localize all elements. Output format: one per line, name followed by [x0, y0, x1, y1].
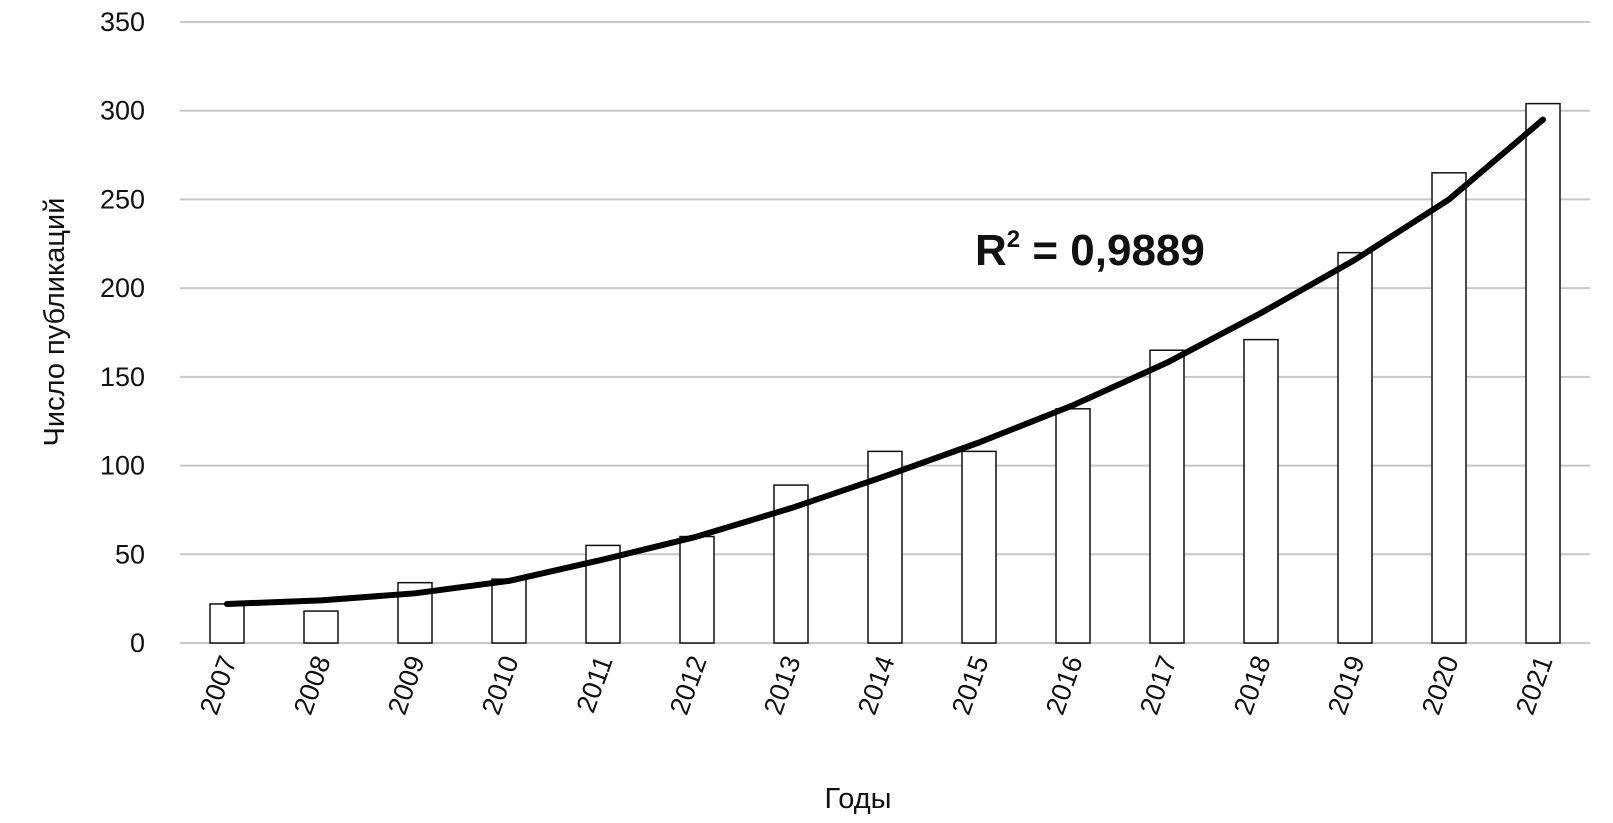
x-tick-label-2007: 2007 [194, 652, 243, 719]
x-tick-label-2014: 2014 [852, 652, 901, 719]
y-tick-label-150: 150 [100, 362, 145, 392]
bars [209, 102, 1561, 644]
bar-2014 [867, 450, 903, 644]
x-tick-label-2018: 2018 [1228, 652, 1277, 719]
x-tick-label-2011: 2011 [571, 652, 619, 717]
bar-2017 [1149, 349, 1185, 644]
x-tick-label-2016: 2016 [1040, 652, 1089, 719]
bar-2008 [303, 610, 339, 644]
y-tick-label-300: 300 [100, 96, 145, 126]
y-axis-ticks: 0 50 100 150 200 250 300 350 [100, 7, 145, 658]
x-tick-label-2019: 2019 [1322, 652, 1371, 719]
x-axis-ticks: 2007 2008 2009 2010 2011 2012 2013 2014 2015 2016… [194, 652, 1559, 719]
bar-2019 [1337, 251, 1373, 644]
y-tick-label-250: 250 [100, 184, 145, 214]
x-tick-label-2012: 2012 [664, 652, 713, 719]
r-squared-value: = 0,9889 [1020, 226, 1205, 275]
x-tick-label-2021: 2021 [1510, 652, 1559, 719]
x-tick-label-2010: 2010 [476, 652, 525, 719]
x-tick-label-2015: 2015 [946, 652, 995, 719]
y-axis-title: Число публикаций [39, 198, 71, 447]
bar-2021 [1525, 102, 1561, 644]
bar-2018 [1243, 338, 1279, 644]
x-tick-label-2009: 2009 [382, 652, 431, 719]
bar-2020 [1431, 172, 1467, 644]
y-tick-label-50: 50 [115, 539, 145, 569]
bar-2016 [1055, 408, 1091, 644]
x-tick-label-2008: 2008 [288, 652, 337, 719]
r-squared-superscript: 2 [1007, 226, 1020, 253]
x-axis-title: Годы [824, 783, 891, 815]
r-squared-annotation: R2 = 0,9889 [975, 226, 1205, 275]
bar-2015 [961, 450, 997, 644]
x-tick-label-2017: 2017 [1134, 652, 1183, 719]
bar-2010 [491, 578, 527, 644]
y-tick-label-350: 350 [100, 7, 145, 37]
bar-2012 [679, 535, 715, 644]
x-tick-label-2020: 2020 [1416, 652, 1465, 719]
bar-2007 [209, 603, 245, 644]
trendline [224, 116, 1546, 607]
x-tick-label-2013: 2013 [758, 652, 807, 719]
y-tick-label-0: 0 [130, 628, 145, 658]
trendline-group [224, 116, 1546, 607]
r-squared-prefix: R [975, 226, 1007, 275]
y-tick-label-100: 100 [100, 451, 145, 481]
y-tick-label-200: 200 [100, 273, 145, 303]
